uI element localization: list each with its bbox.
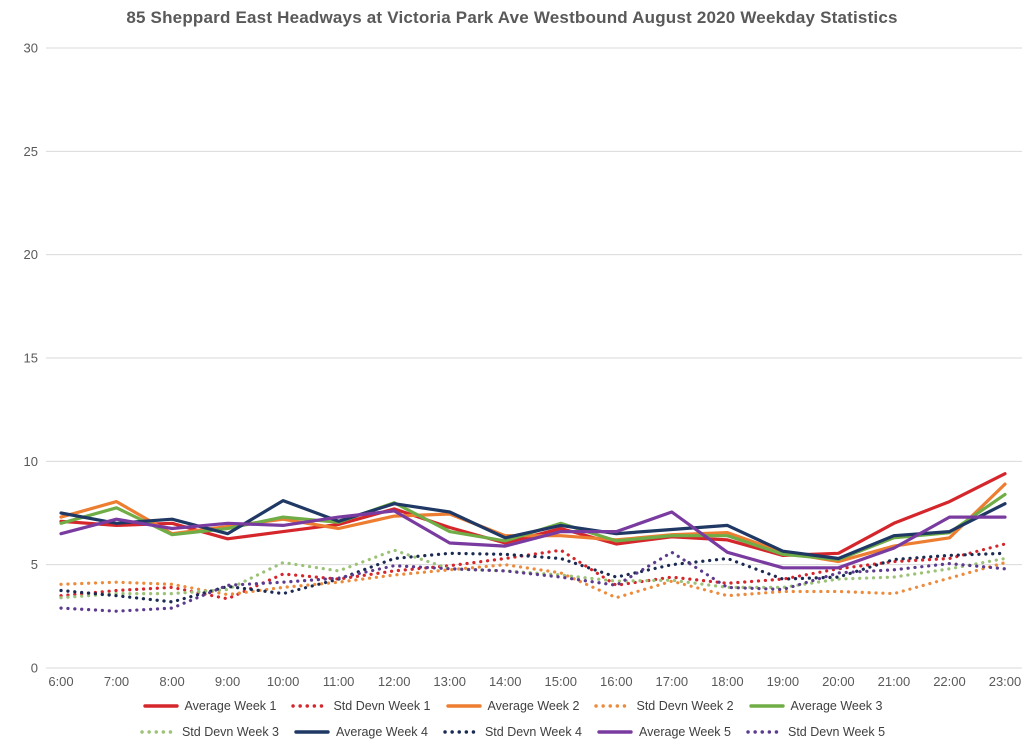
legend-item-std-devn-week-2: Std Devn Week 2 [593,699,734,713]
legend-label: Std Devn Week 5 [787,725,886,739]
chart-title: 85 Sheppard East Headways at Victoria Pa… [126,8,898,27]
x-tick-label: 23:00 [989,674,1022,689]
legend-item-average-week-4: Average Week 4 [293,725,428,739]
legend-row-1: Average Week 1 Std Devn Week 1 Average Wee… [0,699,1024,713]
x-tick-label: 10:00 [267,674,300,689]
series-line-std-devn-week-4 [59,551,1007,604]
y-tick-label: 0 [31,661,38,676]
y-tick-label: 20 [24,247,38,262]
x-tick-label: 6:00 [48,674,73,689]
dotted-line-swatch-icon [443,730,479,734]
x-tick-label: 21:00 [878,674,911,689]
legend-item-std-devn-week-3: Std Devn Week 3 [139,725,279,739]
series-line-std-devn-week-1 [59,542,1007,601]
legend-label: Average Week 3 [790,699,883,713]
legend-label: Average Week 5 [639,725,731,739]
plot-area: 0 5 10 15 20 25 30 6:00 7:00 8:00 9:00 10:00 11:00 12… [24,41,1022,689]
legend-item-std-devn-week-1: Std Devn Week 1 [290,699,431,713]
solid-line-swatch-icon [294,730,330,734]
solid-line-swatch-icon [597,730,633,734]
legend-item-average-week-5: Average Week 5 [596,725,731,739]
solid-line-swatch-icon [445,704,482,708]
x-tick-label: 11:00 [323,674,355,689]
series-line-average-week-1 [59,472,1007,558]
legend-item-std-devn-week-4: Std Devn Week 4 [442,725,582,739]
x-tick-label: 13:00 [433,674,466,689]
dotted-line-swatch-icon [594,704,631,708]
y-tick-label: 15 [24,351,38,366]
series-line-std-devn-week-2 [59,560,1007,600]
legend-item-average-week-1: Average Week 1 [142,699,277,713]
solid-line-swatch-icon [142,704,179,708]
legend-row-2: Std Devn Week 3 Average Week 4 Std Devn We… [0,725,1024,739]
dotted-line-swatch-icon [291,704,328,708]
x-tick-label: 20:00 [822,674,855,689]
legend-label: Average Week 1 [184,699,277,713]
x-tick-label: 18:00 [711,674,744,689]
series-line-average-week-5 [59,509,1007,570]
legend-label: Std Devn Week 1 [333,699,431,713]
legend-item-std-devn-week-5: Std Devn Week 5 [745,725,885,739]
y-tick-label: 25 [24,144,38,159]
x-tick-label: 15:00 [544,674,577,689]
x-tick-label: 7:00 [104,674,129,689]
legend-label: Average Week 2 [487,699,580,713]
legend-label: Average Week 4 [336,725,428,739]
x-tick-label: 12:00 [378,674,411,689]
solid-line-swatch-icon [748,704,785,708]
dotted-line-swatch-icon [746,730,782,734]
series-line-average-week-4 [59,499,1007,561]
x-tick-label: 17:00 [656,674,689,689]
x-tick-label: 16:00 [600,674,633,689]
y-tick-label: 5 [31,557,38,572]
legend-label: Std Devn Week 2 [636,699,734,713]
series-line-std-devn-week-5 [59,550,1007,613]
x-tick-label: 9:00 [215,674,240,689]
legend-label: Std Devn Week 4 [484,725,583,739]
x-tick-label: 14:00 [489,674,522,689]
y-tick-label: 10 [24,454,38,469]
dotted-line-swatch-icon [140,730,176,734]
x-tick-label: 19:00 [767,674,800,689]
legend-label: Std Devn Week 3 [181,725,279,739]
legend-item-average-week-2: Average Week 2 [445,699,580,713]
legend-item-average-week-3: Average Week 3 [748,699,883,713]
y-tick-label: 30 [24,41,38,56]
x-tick-label: 8:00 [159,674,184,689]
series-line-average-week-2 [59,482,1007,564]
x-tick-label: 22:00 [933,674,966,689]
